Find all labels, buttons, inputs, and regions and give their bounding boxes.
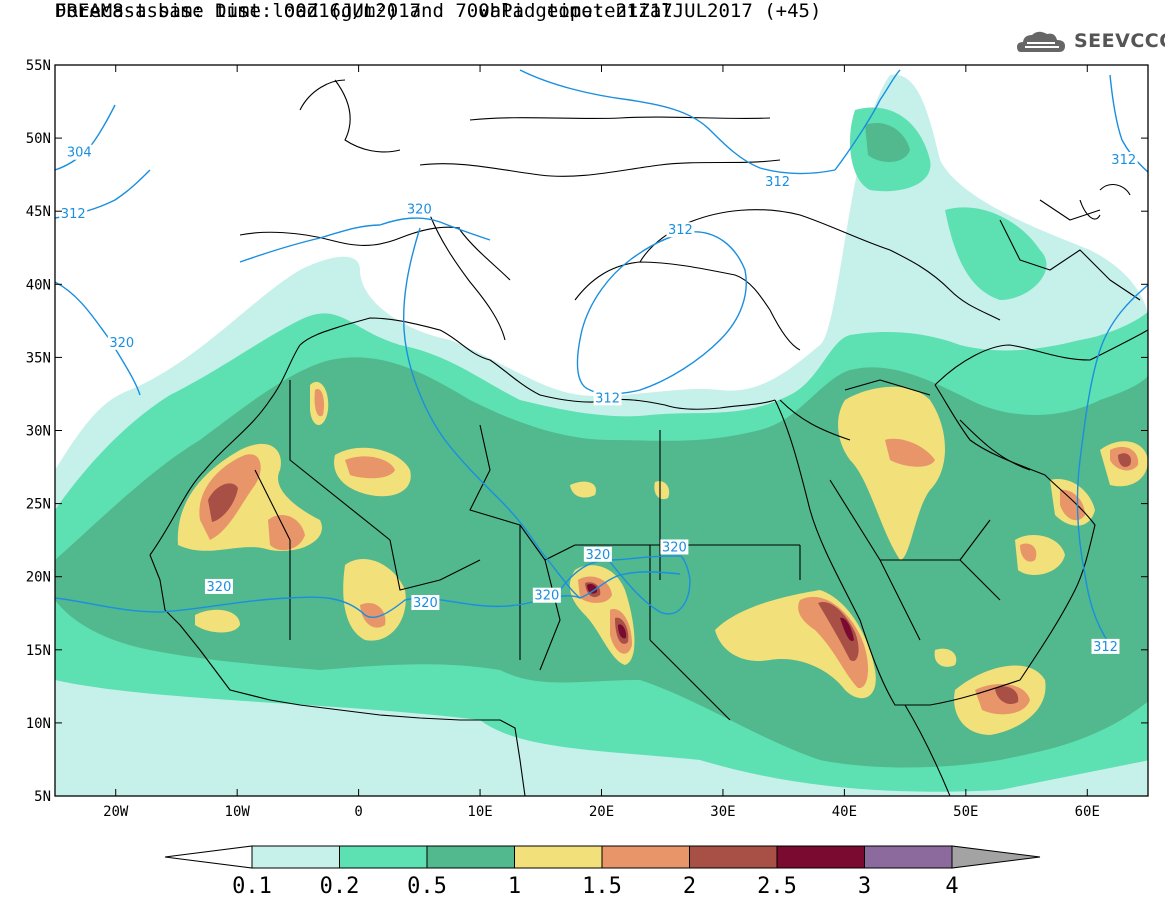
colorbar-bin (601, 845, 690, 869)
lon-tick-label: 30E (710, 804, 735, 820)
contour-label: 312 (1093, 640, 1118, 655)
colorbar-bin (514, 845, 603, 869)
lat-tick-label: 45N (26, 204, 51, 220)
lat-tick-label: 5N (34, 789, 51, 805)
colorbar-over-triangle (951, 845, 1041, 869)
contour-label: 320 (109, 336, 134, 351)
lon-tick-label: 40E (832, 804, 857, 820)
colorbar-label: 2 (683, 874, 696, 899)
colorbar-bin (251, 845, 340, 869)
colorbar-label: 1 (508, 874, 521, 899)
colorbar-label: 0.5 (407, 874, 447, 899)
colorbar-label: 4 (945, 874, 958, 899)
contour-label-background (593, 390, 622, 406)
contour-label: 312 (61, 207, 86, 222)
contour-label: 320 (413, 596, 438, 611)
lon-tick-label: 60E (1075, 804, 1100, 820)
colorbar-bin (339, 845, 428, 869)
contour-label: 320 (407, 203, 432, 218)
lon-tick-label: 20W (103, 804, 129, 820)
lat-tick-label: 30N (26, 424, 51, 440)
lat-tick-label: 25N (26, 497, 51, 513)
contour-label-background (583, 546, 612, 562)
lon-tick-label: 0 (354, 804, 362, 820)
contour-label-background (666, 222, 695, 238)
colorbar-label: 0.2 (320, 874, 360, 899)
title-line-2: Forecast base time: 00Z16JUL2017 valid t… (55, 0, 822, 22)
contour-label: 320 (662, 540, 687, 555)
lat-tick-label: 35N (26, 350, 51, 366)
contour-label: 312 (1111, 153, 1136, 168)
contour-label-background (107, 334, 136, 350)
lat-tick-label: 40N (26, 277, 51, 293)
colorbar-label: 3 (858, 874, 871, 899)
contour-label: 312 (668, 223, 693, 238)
axis-ticks: 55N 50N 45N 40N 35N 30N 25N 20N 15N 10N 5N 20W 10W 0 1… (26, 58, 1148, 820)
plot-area (55, 65, 1148, 796)
contour-label-background (405, 201, 434, 217)
logo-text: SEEVCCC (1074, 30, 1165, 52)
colorbar-label: 2.5 (757, 874, 797, 899)
cloud-logo-icon (1017, 31, 1065, 52)
contour-label: 312 (595, 391, 620, 406)
lon-tick-label: 50E (953, 804, 978, 820)
contour-label-background (59, 206, 88, 222)
geopotential-700hpa-contours (55, 69, 1148, 646)
lon-tick-label: 10W (225, 804, 251, 820)
lat-tick-label: 10N (26, 716, 51, 732)
colorbar-bin (864, 845, 953, 869)
colorbar: 0.1 0.2 0.5 1 1.5 2 2.5 3 4 (164, 845, 1041, 899)
contour-label-background (763, 173, 792, 189)
lon-tick-label: 10E (467, 804, 492, 820)
lat-tick-label: 20N (26, 570, 51, 586)
contour-label: 320 (207, 580, 232, 595)
lon-tick-label: 20E (589, 804, 614, 820)
colorbar-bin (426, 845, 515, 869)
lat-tick-label: 50N (26, 131, 51, 147)
colorbar-label: 1.5 (582, 874, 622, 899)
colorbar-bin (689, 845, 778, 869)
contour-label: 320 (534, 589, 559, 604)
contour-label-background (532, 587, 561, 603)
contour-label-background (1091, 638, 1120, 654)
contour-labels: 320 320 320 320 320 320 320 312 304 312 312 312 312 3… (59, 144, 1138, 655)
contour-label-background (204, 578, 233, 594)
contour-label: 320 (585, 548, 610, 563)
contour-label-background (411, 595, 440, 611)
contour-label-background (660, 539, 689, 555)
title-line-1: DREAM8-assim: Dust load (g/m²) and 700hP… (55, 0, 673, 22)
colorbar-label: 0.1 (232, 874, 272, 899)
contour-label-background (65, 144, 94, 160)
colorbar-under-triangle (164, 845, 253, 869)
contour-label: 312 (765, 175, 790, 190)
colorbar-bin (776, 845, 865, 869)
contour-label: 304 (67, 146, 92, 161)
lat-tick-label: 55N (26, 58, 51, 74)
lat-tick-label: 15N (26, 643, 51, 659)
contour-label-background (1109, 152, 1138, 168)
